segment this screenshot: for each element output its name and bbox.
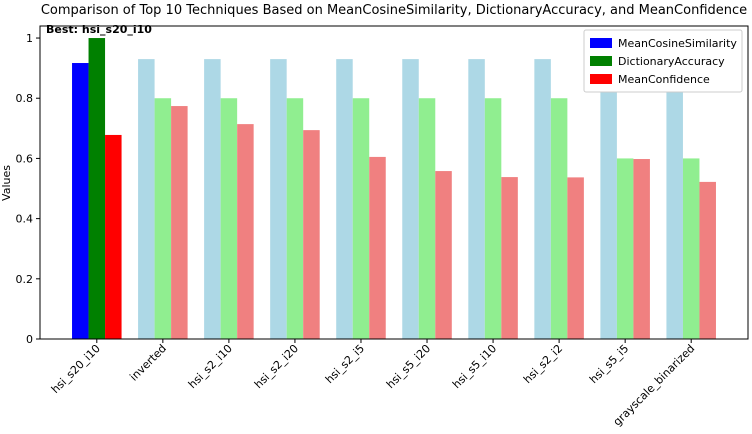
x-tick-label: hsi_s2_i2 <box>521 342 565 386</box>
bar <box>286 98 304 339</box>
bar <box>666 59 683 339</box>
bar <box>567 177 584 339</box>
legend-label: MeanCosineSimilarity <box>618 37 737 50</box>
bar <box>633 159 650 339</box>
y-tick-label: 0.8 <box>16 92 34 105</box>
bar <box>501 177 518 339</box>
plot-frame <box>39 25 749 340</box>
bar <box>418 98 436 339</box>
bar <box>484 98 502 339</box>
bar <box>336 59 353 339</box>
chart-title: Comparison of Top 10 Techniques Based on… <box>41 3 747 18</box>
legend-box <box>583 29 743 93</box>
bar <box>435 171 452 339</box>
x-tick-label: hsi_s5_i5 <box>587 342 631 386</box>
bar <box>237 124 254 339</box>
x-tick-label: hsi_s2_i5 <box>323 342 367 386</box>
bar <box>220 98 238 339</box>
x-tick-label: hsi_s2_i20 <box>252 342 301 391</box>
y-tick-label: 0 <box>26 333 33 346</box>
x-tick-label: hsi_s5_i20 <box>384 342 433 391</box>
bar <box>550 98 568 339</box>
bar <box>204 59 221 339</box>
best-annotation: Best: hsi_s20_i10 <box>46 23 152 36</box>
bar <box>352 98 370 339</box>
legend-label: MeanConfidence <box>618 73 710 86</box>
y-tick-label: 0.6 <box>16 152 34 165</box>
bar <box>171 106 188 339</box>
bar <box>534 59 551 339</box>
x-tick-label: hsi_s20_i10 <box>49 342 103 396</box>
legend-swatch <box>590 38 612 48</box>
bar <box>270 59 287 339</box>
x-tick-label: inverted <box>127 342 169 384</box>
bar <box>682 158 700 339</box>
legend-label: DictionaryAccuracy <box>618 55 725 68</box>
bar <box>402 59 419 339</box>
bar <box>72 63 89 339</box>
bar <box>699 181 716 339</box>
bar <box>154 98 172 339</box>
x-tick-label: hsi_s5_i10 <box>450 342 499 391</box>
bar <box>616 158 634 339</box>
y-axis-label: Values <box>0 165 13 201</box>
bar <box>88 38 106 340</box>
y-tick-label: 1 <box>26 32 33 45</box>
bar <box>138 59 155 339</box>
y-tick-label: 0.2 <box>16 273 34 286</box>
legend-swatch <box>590 56 612 66</box>
y-tick-label: 0.4 <box>16 213 34 226</box>
bar <box>105 134 122 339</box>
bar <box>369 156 386 339</box>
legend-swatch <box>590 74 612 84</box>
bar <box>600 59 617 339</box>
bar <box>468 59 485 339</box>
x-tick-label: hsi_s2_i10 <box>186 342 235 391</box>
bar <box>303 130 320 339</box>
